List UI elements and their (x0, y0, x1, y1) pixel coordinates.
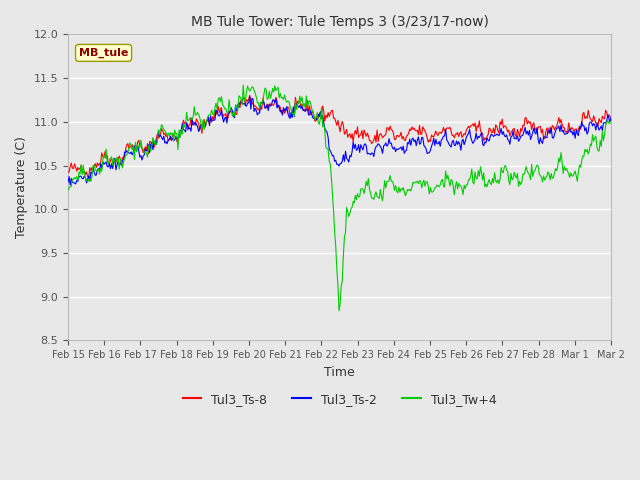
Y-axis label: Temperature (C): Temperature (C) (15, 136, 28, 239)
Legend: Tul3_Ts-8, Tul3_Ts-2, Tul3_Tw+4: Tul3_Ts-8, Tul3_Ts-2, Tul3_Tw+4 (178, 388, 502, 411)
X-axis label: Time: Time (324, 366, 355, 379)
Title: MB Tule Tower: Tule Temps 3 (3/23/17-now): MB Tule Tower: Tule Temps 3 (3/23/17-now… (191, 15, 488, 29)
Text: MB_tule: MB_tule (79, 48, 128, 58)
